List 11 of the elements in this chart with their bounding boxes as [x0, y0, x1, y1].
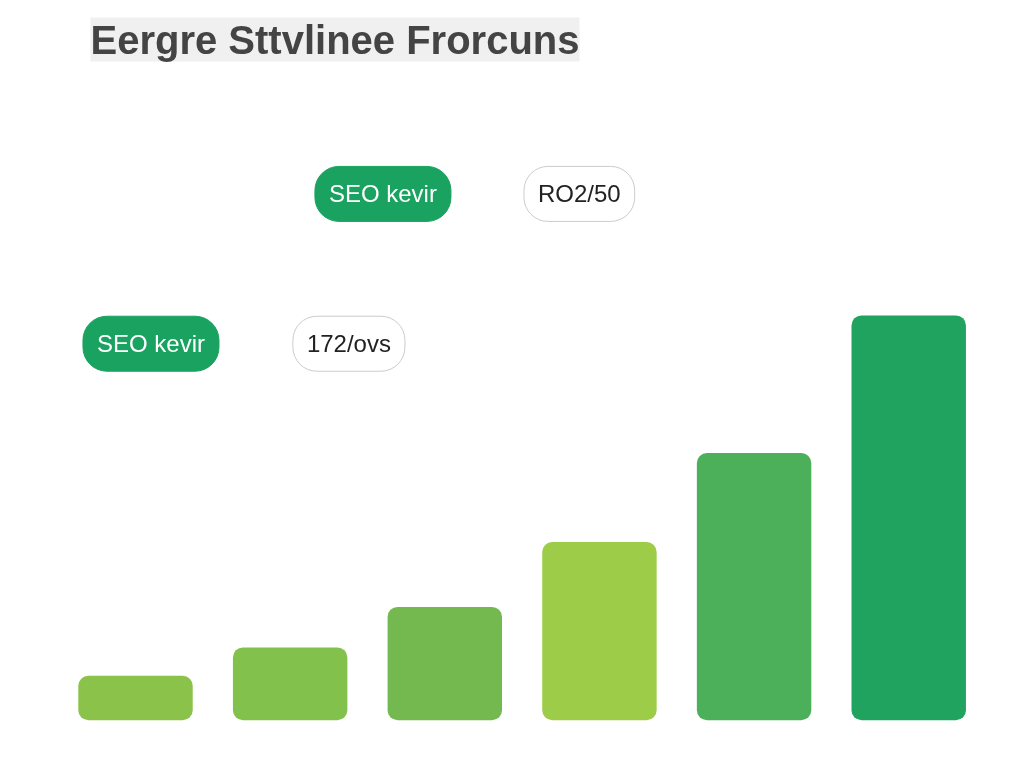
- text: SEO kevir: [328, 180, 437, 208]
- bar: [542, 542, 657, 721]
- annotation: SEO kevir: [96, 330, 205, 358]
- bar: [851, 315, 966, 721]
- bar: [387, 606, 503, 721]
- text: RO2/50: [537, 180, 621, 208]
- chart-title: Eergre Sttvlinee Frorcuns: [90, 17, 580, 62]
- bar: [696, 453, 812, 721]
- annotation: 172/ovs: [306, 330, 391, 358]
- bar: [78, 675, 193, 721]
- bar: [232, 647, 348, 721]
